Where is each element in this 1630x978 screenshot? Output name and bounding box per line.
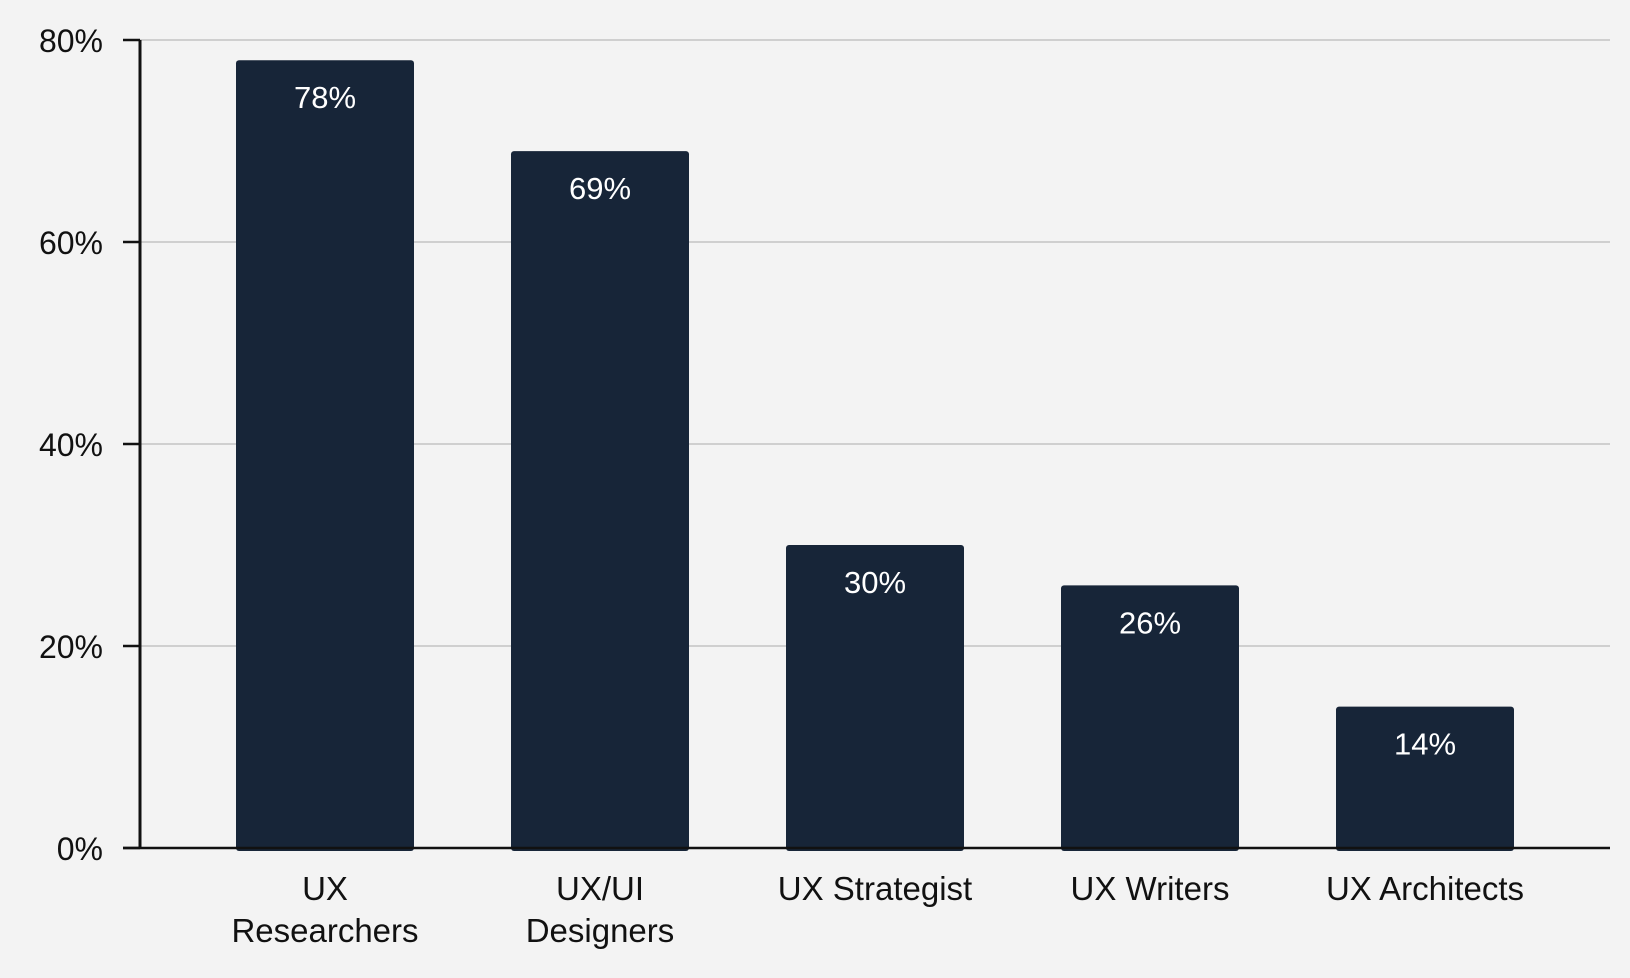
bar-value-label: 30% <box>844 565 906 600</box>
axes <box>123 38 1610 850</box>
x-category-label: Researchers <box>231 912 418 949</box>
y-tick-label: 80% <box>39 23 103 59</box>
y-tick-label: 60% <box>39 225 103 261</box>
bar-value-label: 14% <box>1394 727 1456 762</box>
labels: 0% 20% 40% 60% 80% 78% UX Researchers 69% UX/UI De… <box>39 23 1524 949</box>
bar-value-label: 78% <box>294 80 356 115</box>
bar-value-label: 69% <box>569 171 631 206</box>
y-tick-label: 20% <box>39 629 103 665</box>
x-category-label: UX Strategist <box>778 870 972 907</box>
bar-2 <box>511 151 689 852</box>
x-category-label: UX/UI <box>556 870 644 907</box>
bar-3 <box>786 545 964 851</box>
y-tick-label: 0% <box>57 831 103 867</box>
bars <box>236 60 1514 852</box>
bar-value-label: 26% <box>1119 605 1181 640</box>
bar-1 <box>236 60 414 851</box>
x-category-label: Designers <box>526 912 675 949</box>
y-tick-label: 40% <box>39 427 103 463</box>
x-category-label: UX Writers <box>1071 870 1230 907</box>
bar-4 <box>1061 585 1239 851</box>
x-category-label: UX <box>302 870 348 907</box>
x-category-label: UX Architects <box>1326 870 1524 907</box>
bar-5 <box>1336 706 1514 851</box>
